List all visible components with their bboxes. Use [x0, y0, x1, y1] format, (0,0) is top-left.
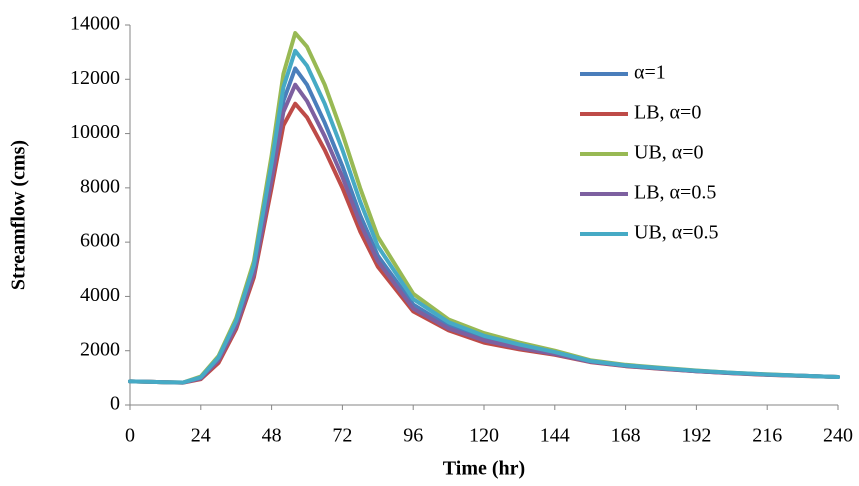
- x-tick-label: 120: [469, 425, 499, 447]
- x-axis-title: Time (hr): [443, 458, 525, 480]
- x-tick-label: 48: [262, 425, 282, 447]
- x-tick-label: 0: [125, 425, 135, 447]
- y-tick-label: 2000: [80, 338, 120, 360]
- legend-label: LB, α=0: [634, 102, 701, 124]
- y-tick-label: 12000: [70, 67, 120, 89]
- x-tick-label: 72: [332, 425, 352, 447]
- y-tick-label: 10000: [70, 121, 120, 143]
- x-tick-label: 96: [403, 425, 423, 447]
- x-tick-label: 144: [540, 425, 570, 447]
- x-tick-label: 24: [191, 425, 211, 447]
- y-tick-label: 4000: [80, 284, 120, 306]
- x-tick-label: 216: [752, 425, 782, 447]
- y-tick-label: 8000: [80, 175, 120, 197]
- y-tick-label: 6000: [80, 230, 120, 252]
- legend-label: UB, α=0.5: [634, 222, 719, 244]
- legend-label: UB, α=0: [634, 142, 704, 164]
- legend-label: LB, α=0.5: [634, 182, 716, 204]
- series-line: [128, 48, 840, 385]
- y-axis-title: Streamflow (cms): [8, 140, 30, 290]
- legend-label: α=1: [634, 62, 666, 84]
- y-tick-label: 14000: [70, 13, 120, 35]
- x-tick-label: 240: [823, 425, 853, 447]
- x-tick-label: 192: [681, 425, 711, 447]
- x-tick-label: 168: [611, 425, 641, 447]
- y-tick-label: 0: [110, 393, 120, 415]
